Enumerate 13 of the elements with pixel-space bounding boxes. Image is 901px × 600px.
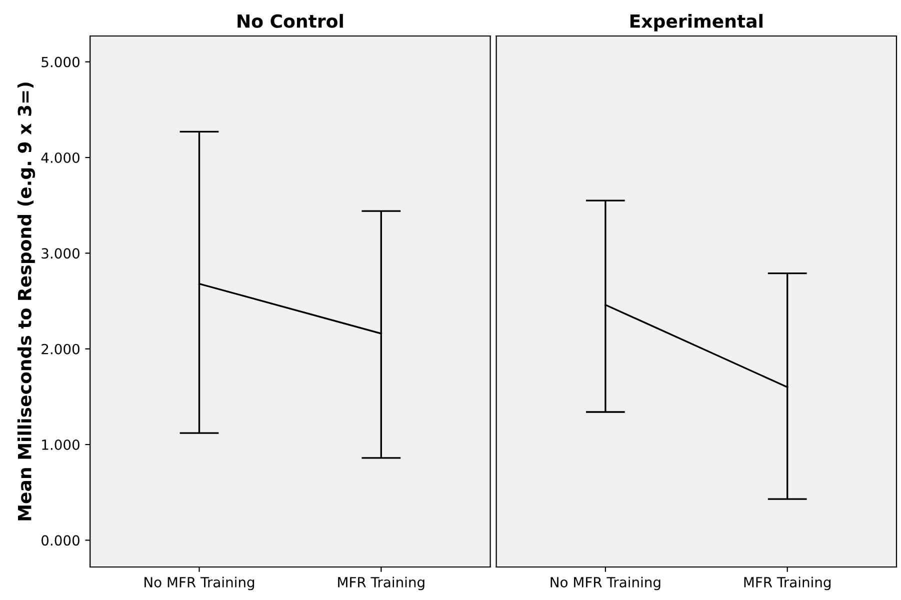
y-tick-label: 4.000 (41, 152, 80, 163)
y-tick-label: 5.000 (42, 56, 80, 68)
chart-title: Experimental (630, 14, 762, 32)
x-tick-label: MFR Training (744, 576, 831, 590)
x-tick-label: No MFR Training (550, 576, 660, 590)
x-tick-label: MFR Training (338, 576, 424, 590)
y-axis-title: Mean Milliseconds to Respond (e.g. 9 x 3=) (17, 82, 36, 520)
y-tick-label: 0.000 (42, 535, 80, 546)
y-tick-label: 1.000 (42, 440, 80, 450)
chart-title: No Control (238, 14, 343, 28)
y-tick-label: 3.000 (42, 248, 80, 259)
y-tick-label: 2.000 (42, 344, 80, 354)
x-tick-label: No MFR Training (144, 576, 254, 590)
